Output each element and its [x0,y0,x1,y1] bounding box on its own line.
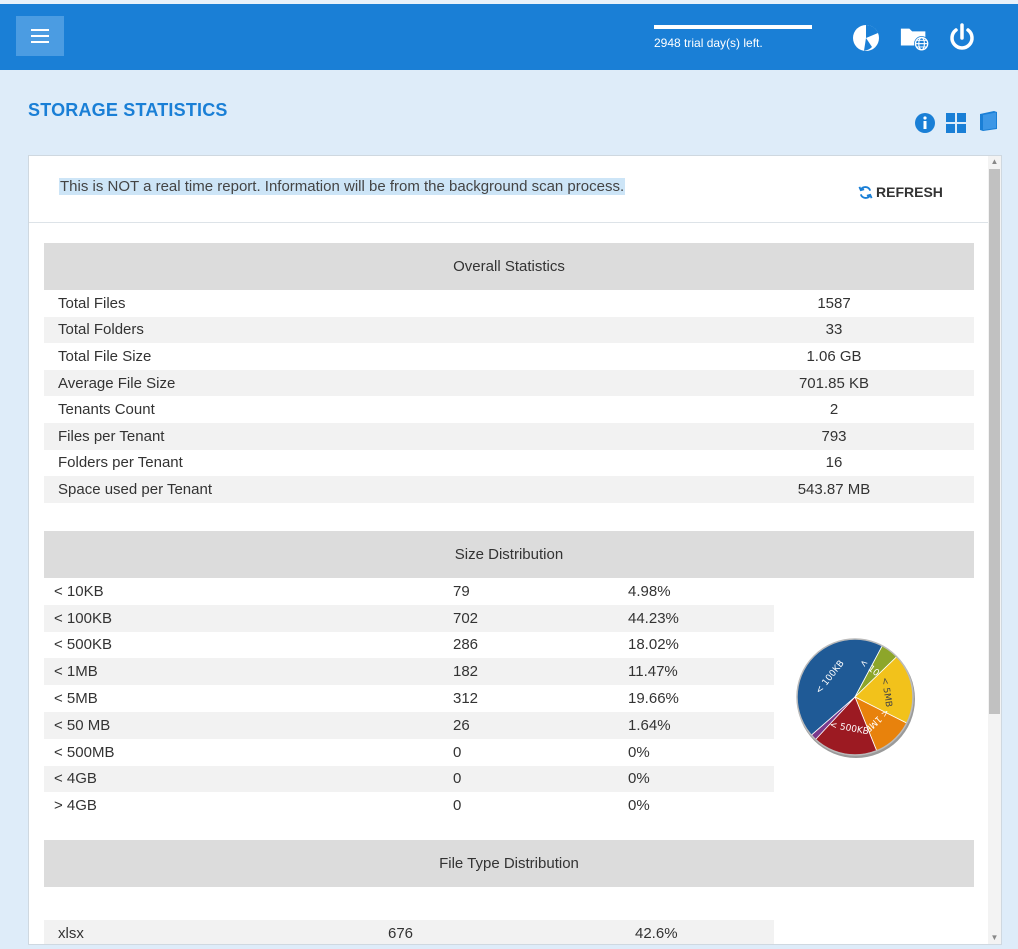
table-row: xlsx 676 42.6% [44,920,774,944]
refresh-icon [858,185,873,199]
size-label: < 50 MB [54,716,111,734]
hamburger-menu-button[interactable] [16,16,64,56]
size-label: < 500MB [54,743,115,761]
stat-value: 1.06 GB [806,347,862,365]
table-row: Files per Tenant 793 [44,422,974,450]
size-percent: 4.98% [628,582,671,600]
stat-label: Tenants Count [58,401,155,419]
size-label: < 10KB [54,582,104,600]
scroll-up-arrow[interactable]: ▲ [990,157,999,166]
top-bar: 2948 trial day(s) left. [0,0,1018,70]
stat-label: Space used per Tenant [58,480,213,498]
table-row: Tenants Count 2 [44,396,974,423]
size-count: 79 [453,582,470,600]
info-icon[interactable] [914,112,936,134]
stat-label: Files per Tenant [58,427,165,445]
size-percent: 18.02% [628,636,679,654]
file-type-distribution-table: xlsx 676 42.6% [44,920,774,944]
stat-label: Total Files [58,294,126,312]
size-distribution-pie-chart: < 100KB < 10KB< 5MB< 1MB< 500KB [796,638,915,758]
size-count: 702 [453,609,479,627]
size-percent: 0% [628,743,650,761]
file-type-count: 676 [388,924,414,942]
stat-value: 33 [825,321,843,339]
stat-value: 793 [821,427,847,445]
scroll-down-arrow[interactable]: ▼ [990,933,999,942]
table-row: < 500KB 286 18.02% [44,632,774,659]
table-row: < 5MB 312 19.66% [44,685,774,712]
size-distribution-heading: Size Distribution [44,531,974,578]
size-label: < 100KB [54,609,112,627]
size-label: < 1MB [54,663,98,681]
hamburger-icon [31,29,49,43]
size-count: 0 [453,743,462,761]
table-row: < 1MB 182 11.47% [44,658,774,686]
file-type-percent: 42.6% [635,924,678,942]
notice-text: This is NOT a real time report. Informat… [59,178,626,195]
size-percent: 19.66% [628,690,679,708]
stat-value: 1587 [817,294,851,312]
network-folder-icon[interactable] [899,22,931,54]
stat-label: Average File Size [58,374,176,392]
table-row: Folders per Tenant 16 [44,450,974,477]
stat-value: 2 [829,401,839,419]
pie-border [796,638,914,756]
table-row: Total Files 1587 [44,290,974,317]
table-row: Total File Size 1.06 GB [44,343,974,370]
refresh-button[interactable]: REFRESH [858,184,943,200]
table-row: < 4GB 0 0% [44,765,774,793]
page-title: STORAGE STATISTICS [28,100,228,120]
book-icon[interactable] [977,110,999,132]
table-row: < 500MB 0 0% [44,739,774,766]
table-row: > 4GB 0 0% [44,792,774,819]
size-percent: 0% [628,770,650,788]
table-row: < 50 MB 26 1.64% [44,711,774,739]
stat-value: 16 [825,454,843,472]
size-percent: 0% [628,797,650,815]
pie-chart-icon[interactable] [850,22,882,54]
table-row: < 10KB 79 4.98% [44,578,774,605]
trial-days-text: 2948 trial day(s) left. [654,36,763,50]
grid-view-icon[interactable] [945,112,967,134]
stat-label: Folders per Tenant [58,454,183,472]
divider [29,222,989,223]
size-percent: 44.23% [628,609,679,627]
trial-progress-bar [654,25,812,29]
size-count: 0 [453,797,462,815]
power-icon[interactable] [946,22,978,54]
size-distribution-table: < 10KB 79 4.98% < 100KB 702 44.23% < 500KB 28… [44,578,774,819]
size-label: < 500KB [54,636,112,654]
size-label: > 4GB [54,797,97,815]
statistics-panel: This is NOT a real time report. Informat… [28,155,1002,945]
overall-statistics-heading: Overall Statistics [44,243,974,290]
size-count: 0 [453,770,462,788]
table-row: < 100KB 702 44.23% [44,604,774,632]
trial-status: 2948 trial day(s) left. [654,25,812,50]
scrollbar-thumb[interactable] [989,169,1000,714]
size-percent: 11.47% [628,663,678,681]
size-count: 26 [453,716,470,734]
pie-slice-label: < 5MB [879,677,893,708]
size-label: < 4GB [54,770,97,788]
scrollbar[interactable]: ▲ ▼ [988,156,1001,944]
refresh-label: REFRESH [876,184,943,200]
file-type-label: xlsx [58,924,84,942]
table-row: Total Folders 33 [44,316,974,344]
table-row: Space used per Tenant 543.87 MB [44,476,974,503]
overall-statistics-table: Total Files 1587 Total Folders 33 Total Fi… [44,290,974,503]
size-count: 286 [453,636,479,654]
stat-value: 701.85 KB [798,374,870,392]
stat-label: Total Folders [58,321,144,339]
table-row: Average File Size 701.85 KB [44,369,974,397]
stat-value: 543.87 MB [797,480,871,498]
file-type-distribution-heading: File Type Distribution [44,840,974,887]
size-count: 182 [453,663,479,681]
size-percent: 1.64% [628,716,671,734]
stat-label: Total File Size [58,347,152,365]
size-label: < 5MB [54,690,98,708]
size-count: 312 [453,690,479,708]
